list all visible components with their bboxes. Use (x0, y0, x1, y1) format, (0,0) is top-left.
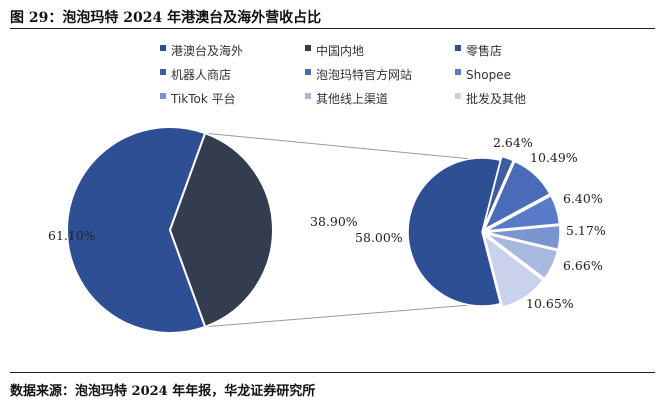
figure-source-bar: 数据来源：泡泡玛特 2024 年年报，华龙证券研究所 (10, 372, 655, 401)
secondary-pie-slice (483, 160, 551, 231)
legend-label: TikTok 平台 (170, 91, 236, 106)
main-pie-label: 38.90% (310, 214, 358, 229)
legend-swatch (160, 93, 166, 99)
figure-title-bar: 图 29：泡泡玛特 2024 年港澳台及海外营收占比 (10, 4, 655, 29)
secondary-pie-slice (485, 194, 561, 232)
secondary-pie-label: 2.64% (493, 135, 533, 150)
secondary-pie-label: 6.66% (563, 258, 603, 273)
secondary-pie-label: 5.17% (566, 223, 606, 238)
legend-swatch (455, 69, 461, 75)
secondary-pie-slice (482, 155, 515, 229)
secondary-pie: 58.00% 2.64%10.49% 6.40% 5.17% 6.66% 10.65% (355, 135, 606, 311)
legend-label: 泡泡玛特官方网站 (316, 67, 412, 82)
main-pie: 61.10% 38.90% (48, 126, 358, 334)
connector-lines (205, 132, 483, 328)
legend-swatch (455, 45, 461, 51)
main-pie-label: 61.10% (48, 228, 96, 243)
legend-label: 机器人商店 (171, 67, 231, 82)
legend-swatch (305, 69, 311, 75)
legend-swatch (305, 45, 311, 51)
secondary-pie-slice (482, 233, 545, 308)
secondary-pie-slice (407, 157, 502, 307)
secondary-pie-label: 10.49% (530, 150, 578, 165)
connector-line (205, 303, 483, 328)
legend-label: 批发及其他 (466, 91, 526, 106)
secondary-pie-slice (485, 224, 561, 251)
legend-swatch (455, 93, 461, 99)
figure-source: 数据来源：泡泡玛特 2024 年年报，华龙证券研究所 (10, 384, 316, 399)
main-pie-slice (66, 126, 207, 334)
main-pie-slice (168, 131, 274, 329)
secondary-pie-label: 6.40% (563, 191, 603, 206)
legend-label: 其他线上渠道 (316, 92, 388, 106)
legend-swatch (305, 93, 311, 99)
legend-label: 港澳台及海外 (171, 43, 243, 58)
connector-line (205, 132, 483, 161)
figure-title: 图 29：泡泡玛特 2024 年港澳台及海外营收占比 (10, 10, 322, 26)
legend-label: Shopee (466, 68, 511, 82)
secondary-pie-label: 10.65% (526, 296, 574, 311)
legend-swatch (160, 45, 166, 51)
legend-label: 中国内地 (316, 43, 364, 58)
secondary-pie-label: 58.00% (355, 230, 403, 245)
legend-label: 零售店 (466, 43, 502, 58)
legend-swatch (160, 69, 166, 75)
secondary-pie-slice (485, 232, 559, 280)
